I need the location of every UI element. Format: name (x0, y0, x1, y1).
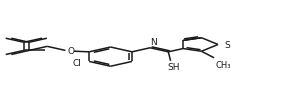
Text: SH: SH (167, 63, 180, 72)
Text: Cl: Cl (72, 58, 81, 67)
Text: O: O (67, 46, 74, 55)
Text: N: N (150, 38, 157, 47)
Text: S: S (224, 40, 230, 49)
Text: CH₃: CH₃ (216, 60, 231, 69)
